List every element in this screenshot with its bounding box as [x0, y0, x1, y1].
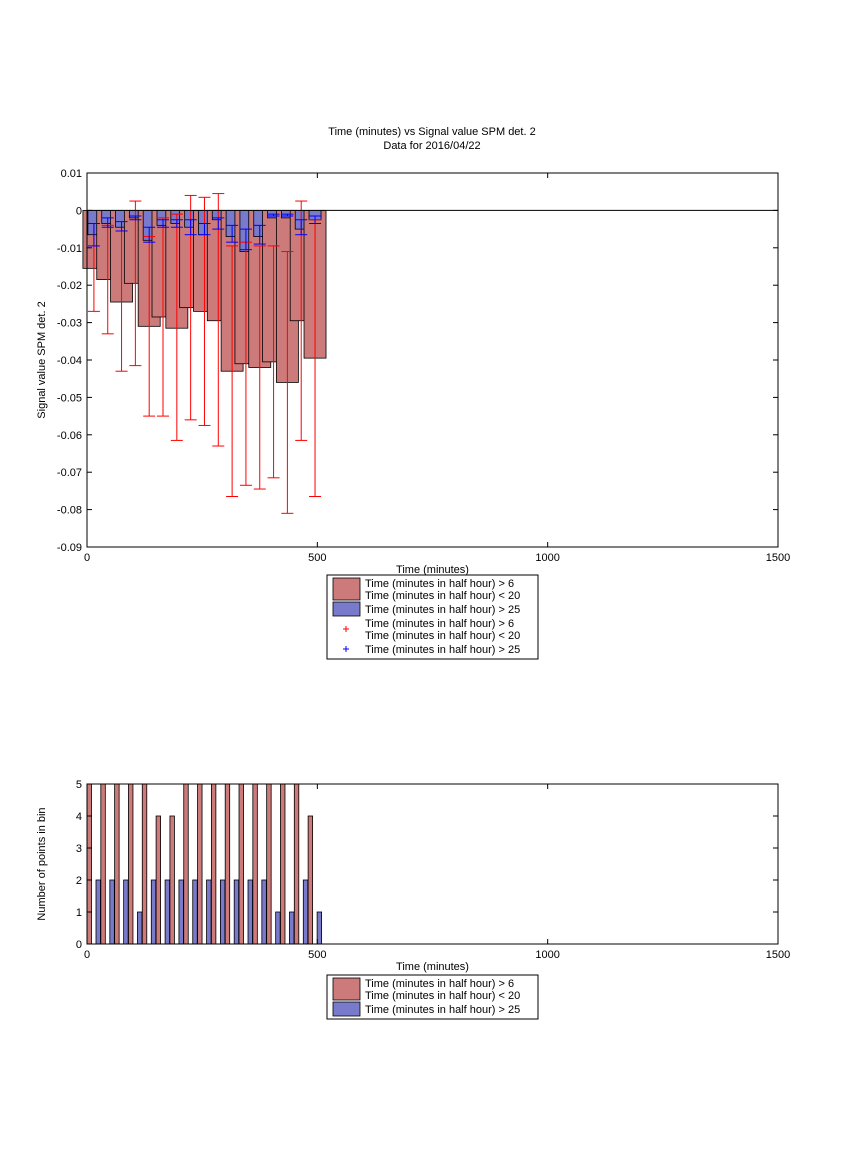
count-bar-red [197, 783, 203, 945]
legend-swatch [332, 577, 361, 601]
y-tick-label: -0.03 [57, 318, 82, 330]
count-bar-red [141, 783, 148, 945]
signal-x-label: Time (minutes) [396, 564, 469, 576]
count-bar-red [86, 783, 92, 945]
count-bar-red [266, 783, 272, 945]
count-x-label: Time (minutes) [396, 961, 469, 973]
count-bar-blue [261, 879, 267, 945]
y-tick-label: -0.04 [57, 355, 82, 367]
count-bar-red [210, 783, 217, 945]
count-bar-red [100, 783, 106, 945]
x-tick-label: 500 [308, 949, 326, 961]
count-bar-blue [178, 879, 184, 945]
signal-y-ticks: 0.01 0 -0.01 -0.02 -0.03 -0.04 -0.05 -0.06 -0.07… [57, 168, 778, 554]
x-tick-label: 1000 [535, 552, 559, 564]
count-bar-red [293, 783, 300, 945]
count-y-label: Number of points in bin [36, 807, 48, 920]
y-tick-label: -0.09 [57, 542, 82, 554]
count-bar-blue [150, 879, 157, 945]
legend-box [326, 574, 539, 660]
legend-swatch [332, 601, 361, 617]
count-chart: 0 500 1000 1500 5 4 3 2 1 0 Time (minutes) Numbe… [36, 779, 790, 1020]
count-bar-red [238, 783, 244, 945]
y-tick-label: 0 [76, 205, 82, 217]
x-tick-label: 1500 [766, 949, 790, 961]
signal-x-ticks: 0 500 1000 1500 [84, 173, 790, 564]
y-tick-label: -0.08 [57, 505, 82, 517]
count-bar-red [280, 783, 286, 945]
count-bar-red [114, 783, 120, 945]
y-tick-label: 2 [76, 875, 82, 887]
y-tick-label: 0.01 [61, 168, 82, 180]
y-tick-label: 0 [76, 939, 82, 951]
legend-label: Time (minutes in half hour) > 6 [365, 578, 514, 590]
count-bar-red [183, 783, 189, 945]
y-tick-label: 4 [76, 811, 82, 823]
chart-title: Time (minutes) vs Signal value SPM det. … [328, 126, 535, 138]
x-tick-label: 0 [84, 552, 90, 564]
legend-box [326, 974, 539, 1020]
x-tick-label: 1000 [535, 949, 559, 961]
y-tick-label: 1 [76, 907, 82, 919]
y-tick-label: -0.01 [57, 243, 82, 255]
count-bar-blue [123, 879, 129, 945]
legend-label: Time (minutes in half hour) < 20 [365, 590, 520, 602]
legend-label: Time (minutes in half hour) < 20 [365, 990, 520, 1002]
count-bar-blue [219, 879, 226, 945]
count-axes-frame [86, 783, 779, 945]
legend-label: Time (minutes in half hour) > 6 [365, 618, 514, 630]
count-bar-blue [289, 911, 295, 945]
y-tick-label: -0.06 [57, 430, 82, 442]
signal-errorbars [87, 193, 322, 514]
count-y-ticks: 5 4 3 2 1 0 [76, 779, 778, 951]
signal-chart: 0 500 1000 1500 0.01 0 -0.01 -0.02 -0.03 -0.04 -0… [36, 168, 790, 660]
y-tick-label: -0.02 [57, 280, 82, 292]
legend-label: Time (minutes in half hour) > 25 [365, 604, 520, 616]
count-bar-blue [275, 911, 281, 945]
legend-swatch [332, 977, 361, 1001]
legend-label: Time (minutes in half hour) > 6 [365, 978, 514, 990]
count-bar-blue [233, 879, 240, 945]
count-bar-red [224, 783, 231, 945]
x-tick-label: 1500 [766, 552, 790, 564]
count-bar-blue [206, 879, 212, 945]
legend-label: Time (minutes in half hour) < 20 [365, 630, 520, 642]
count-bar-red [307, 815, 314, 945]
count-x-ticks: 0 500 1000 1500 [84, 784, 790, 961]
y-tick-label: -0.05 [57, 392, 82, 404]
count-bar-blue [247, 879, 253, 945]
y-tick-label: 3 [76, 843, 82, 855]
count-bar-blue [192, 879, 198, 945]
count-bar-blue [137, 911, 143, 945]
count-bar-red [252, 783, 258, 945]
chart-subtitle: Data for 2016/04/22 [383, 140, 480, 152]
count-bar-blue [164, 879, 171, 945]
legend-label: Time (minutes in half hour) > 25 [365, 644, 520, 656]
count-bar-red [169, 815, 175, 945]
y-tick-label: -0.07 [57, 467, 82, 479]
count-bar-blue [95, 879, 101, 945]
count-bar-blue [302, 879, 309, 945]
x-tick-label: 500 [308, 552, 326, 564]
count-bars [86, 783, 323, 945]
count-bar-blue [109, 879, 115, 945]
y-tick-label: 5 [76, 779, 82, 791]
count-bar-red [128, 783, 134, 945]
legend-label: Time (minutes in half hour) > 25 [365, 1004, 520, 1016]
count-bar-red [155, 815, 162, 945]
legend-swatch [332, 1001, 361, 1017]
signal-y-label: Signal value SPM det. 2 [36, 301, 48, 418]
x-tick-label: 0 [84, 949, 90, 961]
